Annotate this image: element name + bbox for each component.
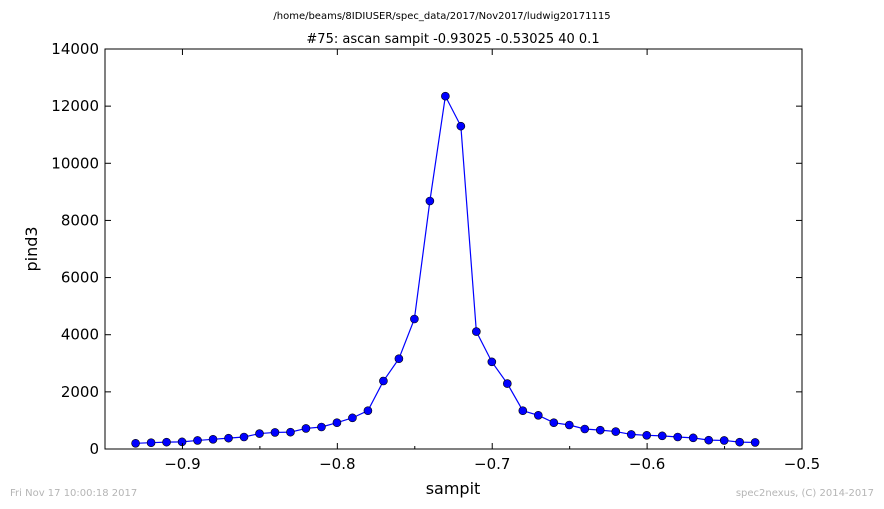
y-tick-label: 6000 [61, 269, 99, 287]
chart-suptitle: /home/beams/8IDIUSER/spec_data/2017/Nov2… [273, 11, 610, 22]
data-point [580, 424, 590, 434]
data-point [270, 428, 280, 437]
data-point [564, 420, 574, 430]
footer-timestamp: Fri Nov 17 10:00:18 2017 [10, 488, 138, 499]
data-point [735, 437, 744, 447]
plot-content [131, 91, 760, 448]
x-axis: −0.9 −0.8 −0.7 −0.6 −0.5 [104, 49, 820, 473]
data-point [456, 121, 466, 131]
y-tick-label: 0 [89, 440, 99, 458]
data-point [704, 435, 713, 445]
data-point [255, 429, 264, 438]
data-point [146, 438, 156, 448]
data-point [224, 433, 233, 443]
data-point [425, 196, 435, 206]
data-point [317, 422, 326, 432]
data-point [239, 432, 249, 442]
data-point [208, 434, 218, 444]
data-point [301, 424, 311, 433]
data-point [750, 438, 760, 447]
data-point [657, 431, 667, 441]
chart-title: #75: ascan sampit -0.93025 -0.53025 40 0… [306, 32, 599, 47]
y-tick-label: 2000 [61, 383, 99, 401]
y-tick-label: 14000 [51, 40, 99, 58]
data-point [472, 327, 481, 336]
data-point [286, 427, 295, 437]
data-point [503, 379, 512, 388]
y-axis: 0 2000 4000 6000 8000 10000 12000 14000 [51, 40, 802, 458]
data-point [379, 376, 388, 386]
data-point [332, 418, 342, 428]
data-point [673, 432, 683, 442]
x-axis-label: sampit [426, 479, 481, 498]
data-point [642, 430, 652, 440]
data-point [410, 314, 419, 324]
data-point [162, 437, 171, 447]
data-point [487, 357, 497, 367]
y-tick-label: 8000 [61, 211, 99, 229]
x-tick-label: −0.6 [629, 455, 665, 473]
data-point [518, 406, 528, 416]
data-point [441, 91, 450, 101]
data-point [348, 413, 357, 423]
plot-frame [104, 48, 803, 450]
data-point [549, 418, 559, 428]
data-point [595, 425, 605, 435]
x-tick-label: −0.7 [474, 455, 510, 473]
data-point [626, 430, 636, 439]
data-point [394, 354, 404, 364]
data-point [193, 436, 202, 445]
x-tick-label: −0.8 [319, 455, 355, 473]
data-point [534, 410, 543, 420]
series-line [135, 94, 756, 444]
data-point [688, 433, 698, 443]
footer-credit: spec2nexus, (C) 2014-2017 [735, 488, 874, 499]
data-point [363, 406, 373, 416]
x-tick-label: −0.9 [164, 455, 200, 473]
data-point [611, 427, 621, 436]
y-tick-label: 10000 [51, 154, 99, 172]
data-point [131, 438, 140, 448]
data-point [719, 436, 729, 445]
y-axis-label: pind3 [22, 226, 41, 271]
x-tick-label: −0.5 [784, 455, 820, 473]
y-tick-label: 4000 [61, 326, 99, 344]
y-tick-label: 12000 [51, 97, 99, 115]
